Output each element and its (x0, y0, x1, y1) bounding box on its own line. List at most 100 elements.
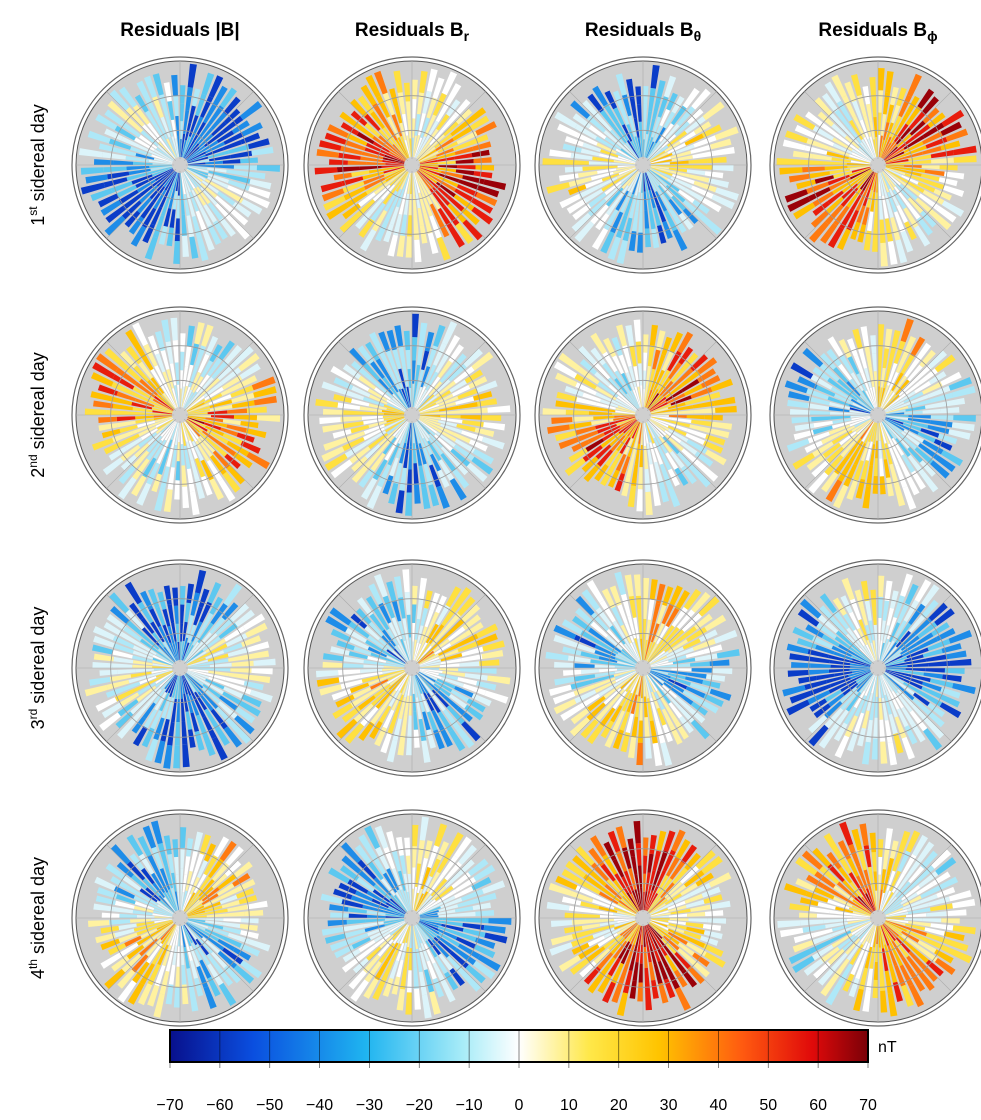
residual-cell (180, 868, 184, 890)
residual-cell (711, 421, 733, 430)
residual-cell (335, 694, 355, 708)
residual-cell (418, 650, 435, 664)
residual-cell (636, 742, 643, 766)
residual-cell (144, 685, 161, 702)
residual-cell (852, 402, 871, 412)
residual-cell (145, 939, 162, 957)
residual-cell (423, 692, 435, 712)
polar-grid-spoke (179, 341, 254, 416)
residual-cell (873, 212, 878, 233)
residual-cell (639, 445, 643, 468)
residual-cell (672, 867, 688, 885)
residual-cell (427, 376, 441, 394)
residual-cell (174, 218, 180, 242)
residual-cell (922, 146, 942, 155)
residual-cell (829, 659, 851, 666)
residual-cell (117, 476, 137, 500)
residual-cell (190, 371, 201, 391)
residual-cell (846, 918, 871, 922)
residual-cell (162, 945, 172, 967)
residual-cell (171, 136, 179, 158)
residual-cell (385, 163, 405, 165)
residual-cell (787, 196, 811, 212)
residual-cell (211, 873, 228, 889)
residual-cell (632, 641, 641, 661)
residual-cell (880, 242, 888, 267)
residual-cell (906, 913, 927, 918)
residual-cell (143, 75, 157, 98)
residual-cell (93, 653, 114, 662)
residual-cell (155, 419, 174, 434)
residual-cell (637, 363, 643, 386)
residual-cell (419, 409, 440, 414)
residual-cell (700, 935, 719, 946)
residual-cell (690, 386, 713, 399)
residual-cell (141, 124, 160, 144)
residual-cell (860, 460, 869, 480)
residual-cell (681, 378, 700, 393)
residual-cell (207, 582, 222, 604)
residual-cell (356, 199, 376, 218)
residual-cell (880, 385, 890, 408)
residual-cell (836, 852, 852, 874)
residual-cell (592, 674, 615, 684)
residual-cell (415, 422, 425, 439)
residual-cell (190, 712, 200, 732)
residual-cell (185, 870, 193, 891)
residual-cell (165, 984, 174, 1005)
residual-cell (168, 137, 178, 158)
residual-cell (242, 613, 266, 631)
colorbar-tick-label: −70 (156, 1097, 183, 1114)
residual-cell (817, 614, 839, 634)
residual-cell (247, 900, 268, 910)
residual-cell (208, 105, 224, 125)
residual-cell (812, 441, 834, 458)
residual-cell (640, 675, 643, 699)
residual-cell (186, 922, 206, 937)
residual-cell (860, 441, 870, 462)
residual-cell (180, 139, 182, 158)
residual-cell (613, 107, 625, 126)
residual-cell (582, 392, 601, 402)
residual-cell (691, 591, 711, 613)
residual-cell (590, 347, 606, 366)
residual-cell (353, 646, 372, 656)
residual-cell (656, 690, 669, 708)
polar-plot (534, 809, 752, 1027)
residual-cell (434, 434, 453, 452)
residual-cell (881, 441, 887, 460)
residual-cell (873, 458, 878, 477)
residual-cell (187, 403, 210, 413)
residual-cell (378, 942, 395, 964)
residual-cell (183, 137, 194, 158)
polar-grid-spoke (804, 594, 879, 669)
residual-cell (407, 873, 412, 893)
residual-cell (198, 376, 214, 395)
residual-cell (900, 642, 918, 655)
residual-cell (193, 121, 206, 141)
residual-cell (419, 920, 439, 928)
residual-cell (621, 94, 632, 117)
residual-cell (886, 616, 897, 640)
residual-cell (385, 660, 405, 667)
residual-cell (417, 923, 436, 939)
residual-cell (155, 126, 167, 144)
residual-cell (106, 614, 127, 631)
residual-cell (857, 866, 869, 889)
residual-cell (431, 709, 444, 730)
residual-cell (387, 234, 398, 257)
residual-cell (573, 642, 596, 654)
residual-cell (350, 895, 370, 905)
residual-cell (137, 601, 154, 624)
residual-cell (711, 668, 733, 675)
residual-cell (827, 948, 845, 966)
residual-cell (363, 363, 381, 381)
residual-cell (882, 848, 890, 870)
residual-cell (612, 912, 636, 918)
residual-cell (866, 925, 875, 943)
residual-cell (366, 485, 383, 510)
residual-cell (637, 638, 642, 661)
residual-cell (207, 224, 222, 246)
residual-cell (187, 418, 206, 428)
residual-cell (922, 131, 943, 145)
